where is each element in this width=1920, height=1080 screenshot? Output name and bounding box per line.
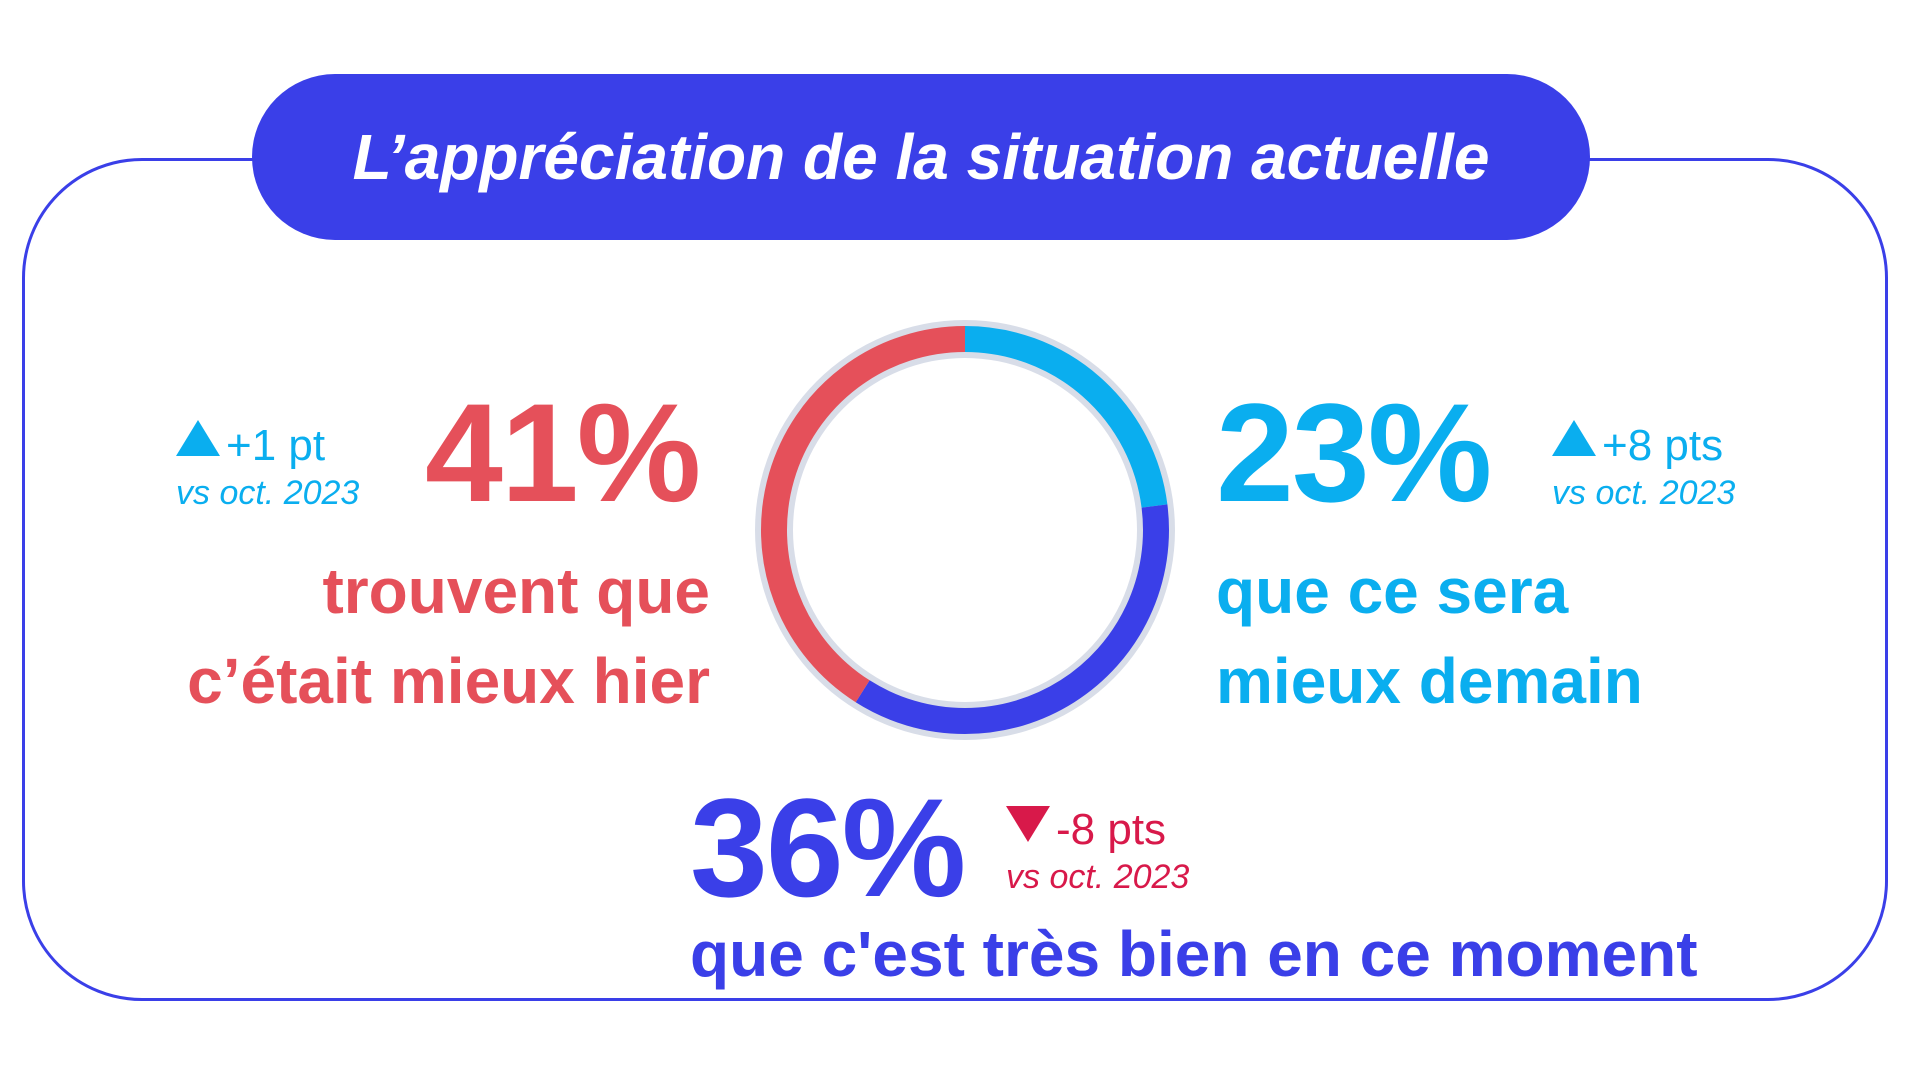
donut-slice-moment	[855, 504, 1169, 734]
donut-slice-demain	[964, 326, 1168, 508]
hier-vs: vs oct. 2023	[176, 474, 360, 512]
moment-value: 36%	[690, 769, 966, 926]
moment-line1: que c'est très bien en ce moment	[690, 918, 1698, 990]
demain-delta-group: +8 pts vs oct. 2023	[1552, 420, 1735, 510]
hier-line2: c’était mieux hier	[187, 644, 710, 717]
page-title: L’appréciation de la situation actuelle	[352, 121, 1490, 193]
moment-description: que c'est très bien en ce moment	[690, 910, 1698, 1000]
moment-vs: vs oct. 2023	[1006, 858, 1190, 896]
demain-line2: mieux demain	[1216, 644, 1643, 717]
demain-vs: vs oct. 2023	[1552, 474, 1736, 512]
triangle-up-icon	[1552, 420, 1596, 456]
hier-delta: +1 pt	[226, 421, 326, 470]
donut-center	[793, 358, 1137, 702]
hier-line1: trouvent que	[322, 555, 710, 627]
title-banner: L’appréciation de la situation actuelle	[252, 74, 1590, 240]
moment-delta: -8 pts	[1056, 805, 1167, 854]
hier-description: trouvent que c’était mieux hier	[187, 547, 710, 726]
donut-slice-hier	[761, 326, 966, 703]
demain-line1: que ce sera	[1216, 555, 1569, 627]
hier-value: 41%	[425, 374, 701, 531]
demain-value: 23%	[1216, 374, 1492, 531]
demain-description: que ce sera mieux demain	[1216, 547, 1643, 726]
triangle-down-icon	[1006, 806, 1050, 842]
hier-delta-group: +1 pt vs oct. 2023	[176, 420, 359, 510]
donut-chart	[755, 320, 1175, 740]
moment-delta-group: -8 pts vs oct. 2023	[1006, 806, 1189, 894]
demain-delta: +8 pts	[1602, 421, 1724, 470]
triangle-up-icon	[176, 420, 220, 456]
